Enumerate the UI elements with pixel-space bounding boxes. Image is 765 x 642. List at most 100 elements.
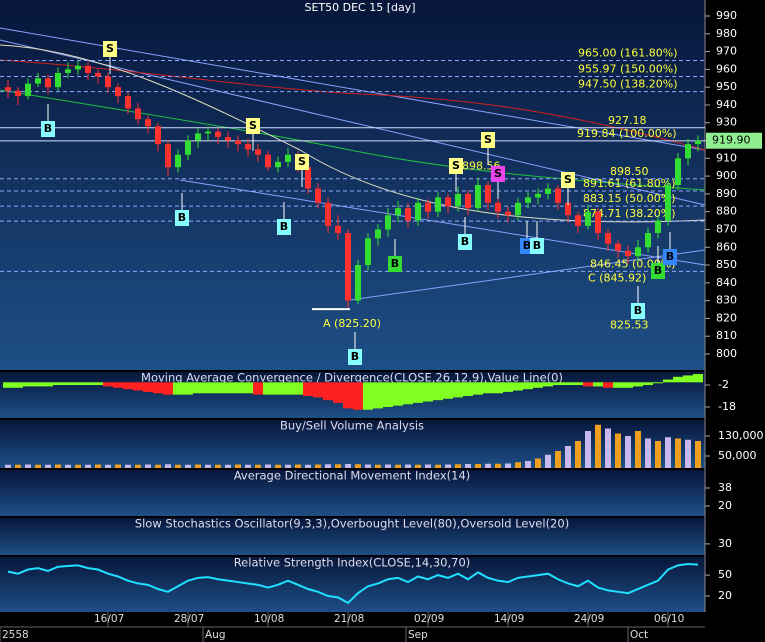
volume-bar — [605, 428, 611, 468]
volume-bar — [205, 464, 211, 468]
macd-bar — [443, 382, 453, 399]
candle-body — [465, 193, 471, 209]
volume-bar — [355, 464, 361, 468]
signal-label: S — [249, 119, 257, 132]
trend-line — [0, 39, 706, 206]
candle-body — [335, 225, 341, 234]
macd-bar — [423, 382, 433, 402]
macd-bar — [113, 382, 123, 388]
volume-bar — [415, 464, 421, 468]
y-tick-label: 950 — [716, 80, 737, 93]
y-tick-label: 980 — [716, 27, 737, 40]
y-tick-label: 880 — [716, 205, 737, 218]
candle-body — [565, 202, 571, 216]
signal-label: B — [280, 220, 288, 233]
signal-label: S — [452, 159, 460, 172]
macd-bar — [33, 382, 43, 387]
macd-bar — [413, 382, 423, 403]
signal-label: B — [44, 122, 52, 135]
signal-label: S — [564, 173, 572, 186]
volume-bar — [105, 464, 111, 468]
volume-bar — [585, 431, 591, 468]
volume-bar — [295, 464, 301, 468]
level-label: 891.61 (61.80%) — [583, 177, 676, 190]
candle-body — [115, 87, 121, 97]
candle-body — [485, 185, 491, 203]
macd-bar — [103, 382, 113, 387]
y-tick-label: 20 — [718, 589, 732, 602]
macd-bar — [93, 382, 103, 386]
volume-bar — [185, 464, 191, 468]
volume-bar — [675, 438, 681, 468]
y-tick-label: 830 — [716, 294, 737, 307]
candle-body — [615, 243, 621, 251]
candle-body — [665, 185, 671, 221]
volume-bar — [635, 431, 641, 468]
signal-label: S — [106, 42, 114, 55]
macd-bar — [613, 382, 623, 388]
candle-body — [495, 202, 501, 212]
candle-body — [605, 233, 611, 244]
macd-bar — [483, 382, 493, 394]
volume-bar — [535, 458, 541, 468]
volume-bar — [555, 451, 561, 468]
signal-box — [277, 219, 291, 235]
y-tick-label: 860 — [716, 240, 737, 253]
panel-title: Relative Strength Index(CLOSE,14,30,70) — [234, 556, 471, 570]
volume-bar — [435, 464, 441, 468]
volume-bar — [275, 464, 281, 468]
macd-bar — [523, 382, 533, 390]
volume-bar — [235, 464, 241, 468]
volume-bar — [685, 439, 691, 468]
signal-label: B — [634, 304, 642, 317]
candle-body — [635, 247, 641, 257]
x-tick-label: 28/07 — [174, 613, 204, 625]
volume-bar — [445, 464, 451, 468]
volume-bar — [245, 464, 251, 468]
main-panel — [0, 0, 705, 370]
candle-body — [285, 154, 291, 162]
volume-bar — [655, 441, 661, 468]
candle-body — [675, 158, 681, 185]
macd-bar — [63, 382, 73, 386]
volume-bar — [335, 464, 341, 468]
volume-bar — [165, 464, 171, 468]
last-price: 919.90 — [712, 134, 751, 147]
candle-body — [405, 208, 411, 221]
macd-bar — [143, 382, 153, 392]
candle-body — [95, 72, 101, 77]
macd-bar — [393, 382, 403, 406]
volume-bar — [365, 464, 371, 468]
signal-label: B — [178, 211, 186, 224]
signal-box — [530, 238, 544, 254]
volume-bar — [25, 464, 31, 468]
macd-bar — [553, 382, 563, 386]
signal-label: B — [461, 235, 469, 248]
candle-body — [435, 197, 441, 212]
volume-bar — [125, 464, 131, 468]
panel-title: Buy/Sell Volume Analysis — [280, 419, 424, 433]
volume-bar — [35, 464, 41, 468]
macd-bar — [623, 382, 633, 388]
volume-bar — [575, 441, 581, 468]
y-tick-label: -18 — [718, 400, 736, 413]
y-tick-label: 970 — [716, 45, 737, 58]
volume-bar — [115, 464, 121, 468]
level-label: 883.15 (50.00%) — [583, 192, 676, 205]
adx-panel — [0, 470, 705, 516]
panel-title: Slow Stochastics Oscillator(9,3,3),Overb… — [135, 517, 569, 531]
signal-box — [175, 210, 189, 226]
y-tick-label: 20 — [718, 499, 732, 512]
level-label: 874.71 (38.20%) — [583, 207, 676, 220]
macd-bar — [563, 382, 573, 386]
macd-bar — [53, 382, 63, 386]
x-group-label: Sep — [408, 629, 428, 641]
candle-body — [35, 78, 41, 84]
volume-bar — [595, 424, 601, 468]
volume-bar — [305, 464, 311, 468]
volume-bar — [495, 463, 501, 468]
volume-bar — [405, 464, 411, 468]
macd-bar — [43, 382, 53, 387]
macd-bar — [293, 382, 303, 395]
candle-body — [595, 211, 601, 234]
